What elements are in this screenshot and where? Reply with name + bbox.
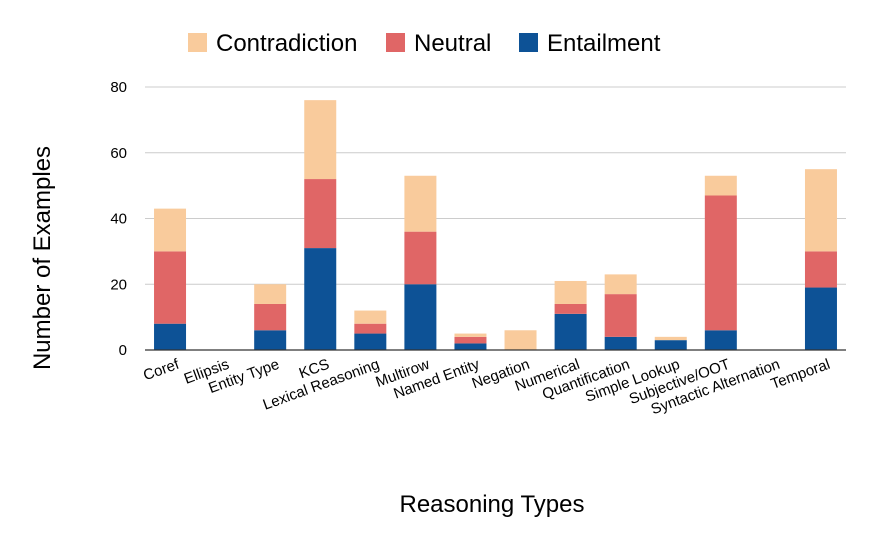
legend-label-entailment: Entailment — [547, 30, 661, 57]
y-axis-title: Number of Examples — [29, 146, 56, 370]
bar-multirow-entailment — [404, 284, 437, 350]
bar-quantification-neutral — [604, 294, 637, 337]
bar-kcs-neutral — [304, 179, 337, 249]
bar-numerical-contradiction — [554, 280, 587, 304]
bar-quantification-entailment — [604, 336, 637, 350]
bar-lexical-reasoning-neutral — [354, 323, 387, 334]
bar-simple-lookup-contradiction — [654, 336, 687, 341]
bars — [154, 100, 837, 350]
bar-named-entity-entailment — [454, 343, 487, 350]
x-axis-title: Reasoning Types — [399, 491, 584, 518]
bar-entity-type-neutral — [254, 303, 287, 331]
bar-temporal-contradiction — [804, 169, 837, 252]
bar-coref-neutral — [154, 251, 187, 324]
bar-entity-type-entailment — [254, 330, 287, 350]
bar-subjective-oot-neutral — [704, 195, 737, 331]
bar-named-entity-neutral — [454, 336, 487, 344]
bar-subjective-oot-entailment — [704, 330, 737, 350]
bar-multirow-contradiction — [404, 175, 437, 232]
x-category-label: Coref — [141, 356, 182, 385]
bar-kcs-contradiction — [304, 100, 337, 180]
legend-swatch-entailment — [519, 33, 538, 52]
bar-kcs-entailment — [304, 248, 337, 350]
chart-legend: Contradiction Neutral Entailment — [188, 30, 661, 57]
bar-entity-type-contradiction — [254, 284, 287, 304]
y-tick-label: 20 — [110, 276, 127, 293]
gridlines — [145, 86, 846, 285]
bar-named-entity-contradiction — [454, 333, 487, 337]
legend-swatch-contradiction — [188, 33, 207, 52]
bar-numerical-neutral — [554, 303, 587, 314]
bar-subjective-oot-contradiction — [704, 175, 737, 196]
legend-label-contradiction: Contradiction — [216, 30, 357, 57]
bar-temporal-entailment — [804, 287, 837, 350]
y-tick-label: 60 — [110, 145, 127, 162]
bar-negation-contradiction — [504, 330, 537, 350]
y-tick-label: 80 — [110, 79, 127, 96]
y-axis-ticks: 0 20 40 60 80 — [110, 79, 127, 359]
bar-simple-lookup-entailment — [654, 340, 687, 350]
bar-lexical-reasoning-contradiction — [354, 310, 387, 324]
bar-lexical-reasoning-entailment — [354, 333, 387, 350]
legend-swatch-neutral — [386, 33, 405, 52]
y-tick-label: 40 — [110, 211, 127, 228]
bar-coref-entailment — [154, 323, 187, 350]
bar-quantification-contradiction — [604, 274, 637, 295]
bar-temporal-neutral — [804, 251, 837, 288]
bar-multirow-neutral — [404, 231, 437, 285]
bar-numerical-entailment — [554, 313, 587, 350]
bar-coref-contradiction — [154, 208, 187, 252]
legend-label-neutral: Neutral — [414, 30, 491, 57]
y-tick-label: 0 — [119, 342, 127, 359]
